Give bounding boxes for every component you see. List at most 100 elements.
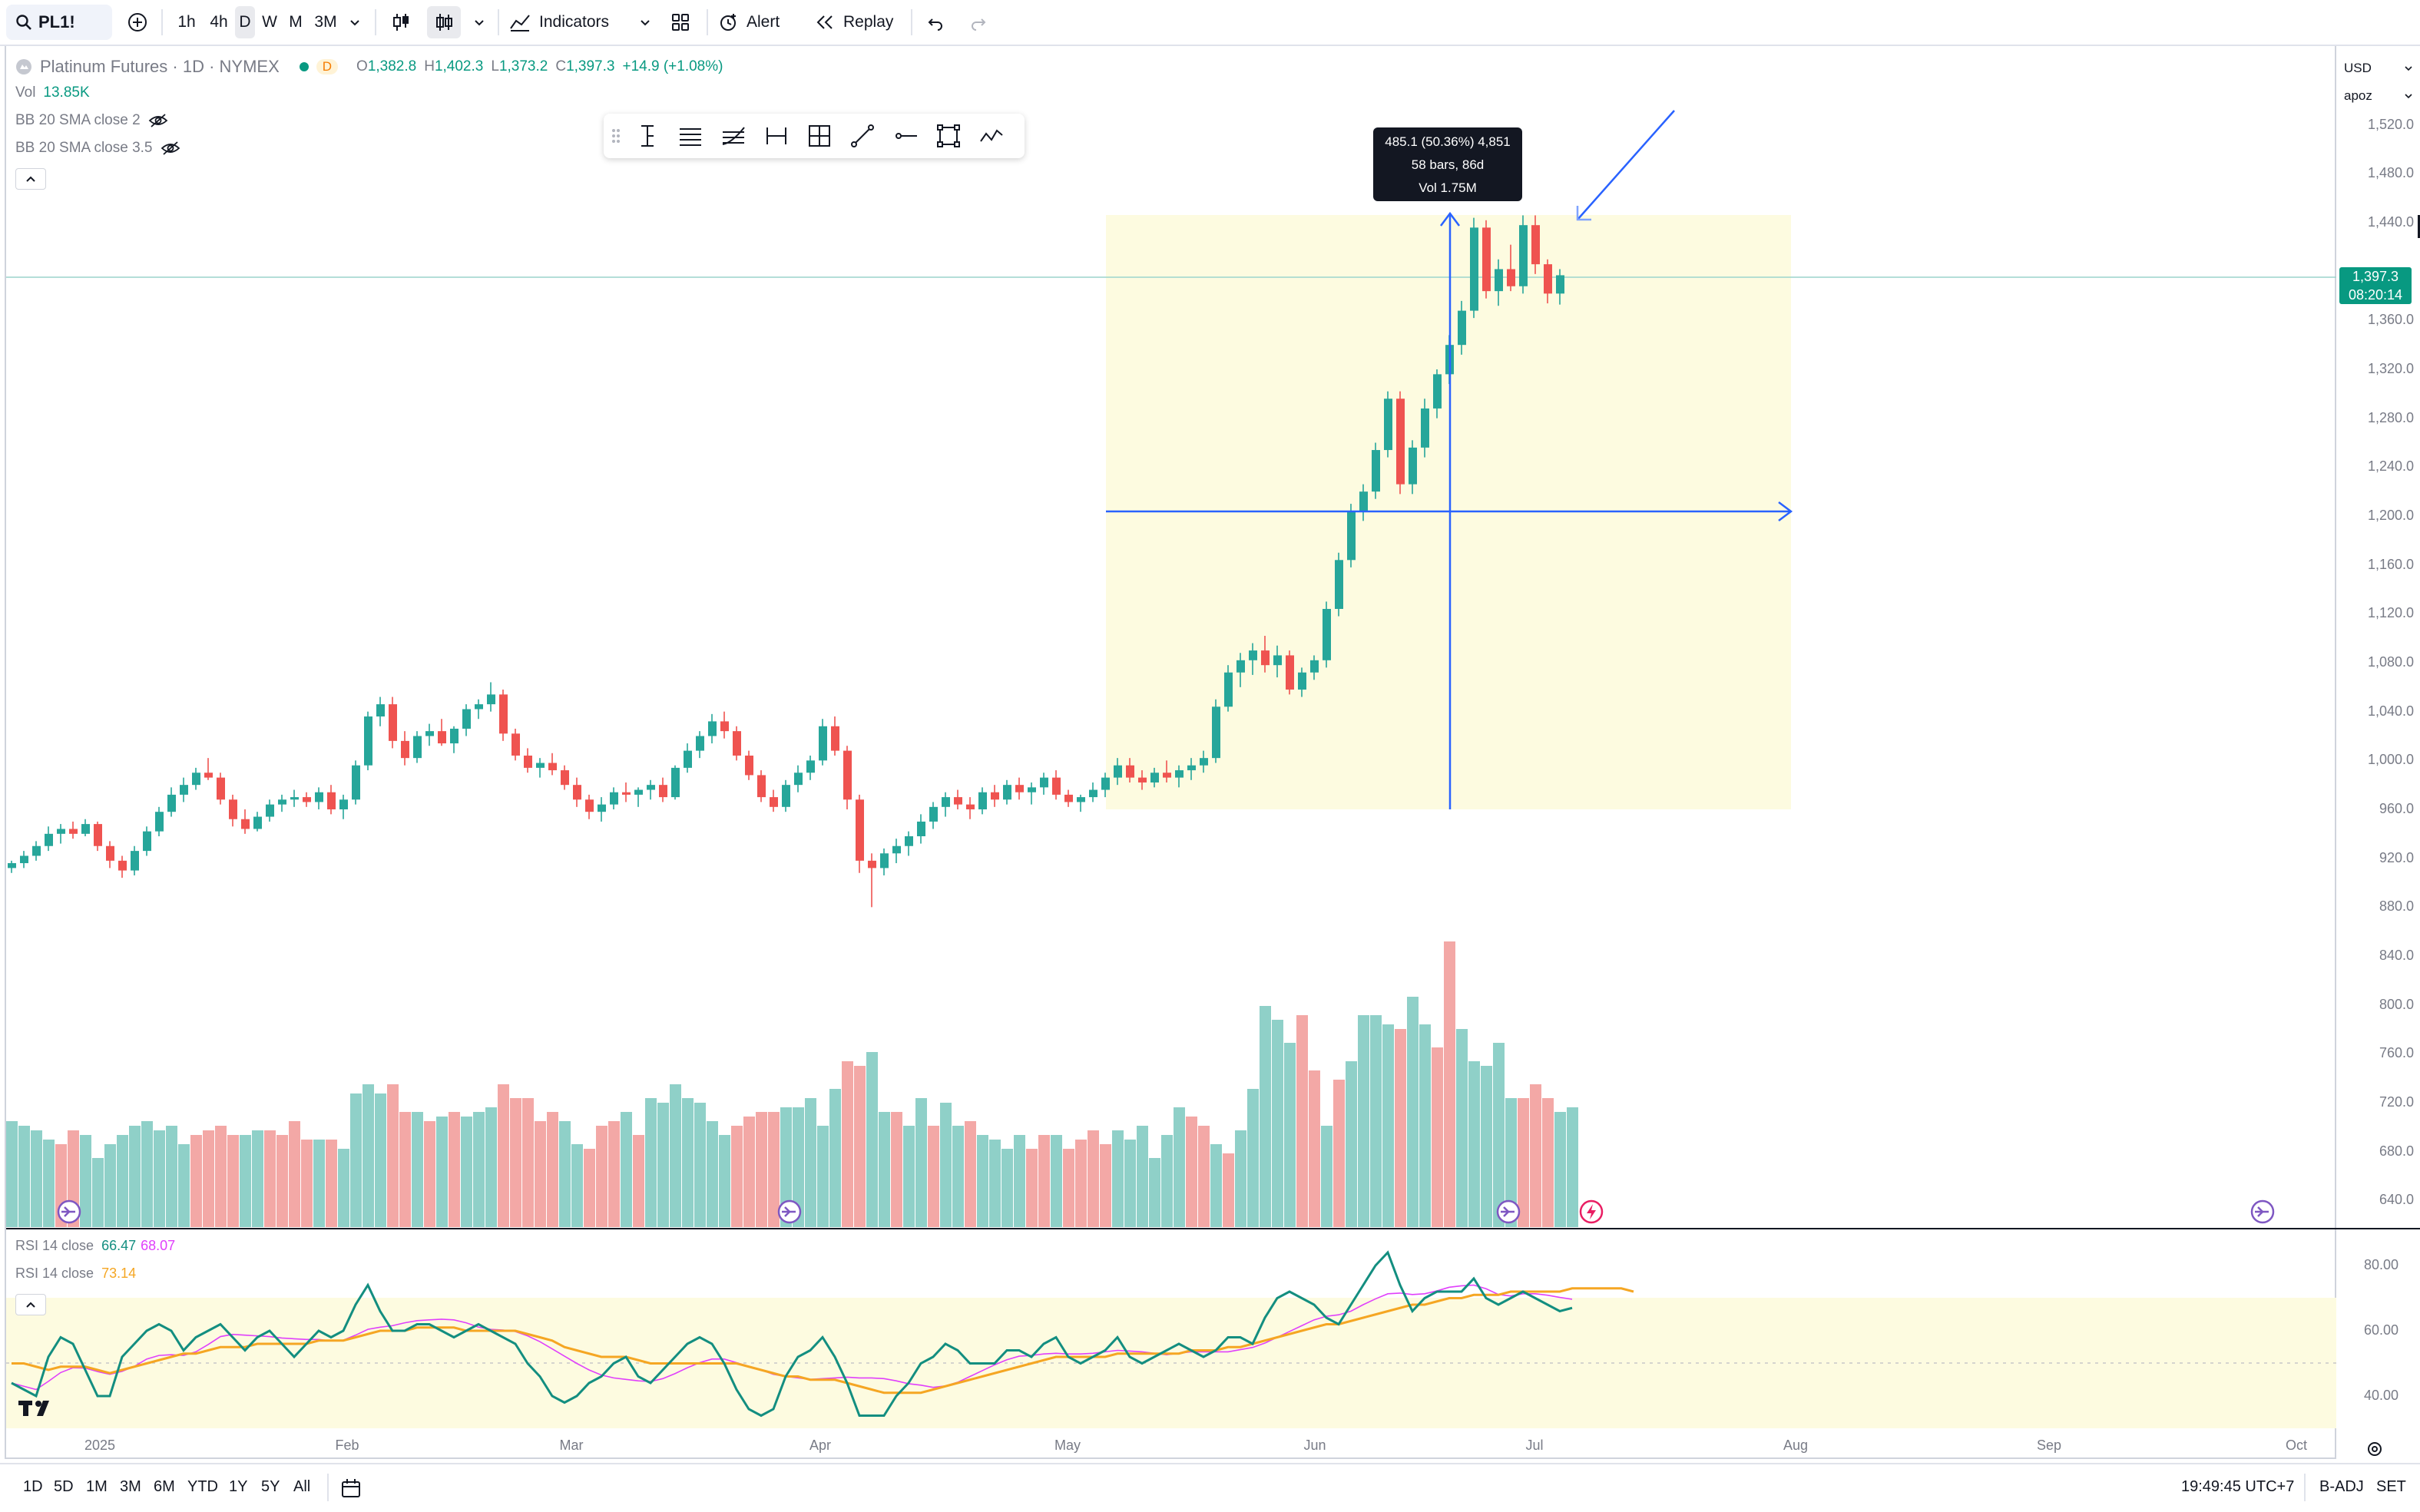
interval-4h[interactable]: 4h: [210, 13, 228, 31]
search-icon: [16, 15, 31, 30]
volume-bar: [584, 1149, 595, 1227]
layouts-button[interactable]: [664, 6, 697, 38]
candle: [622, 782, 631, 802]
axis-settings-button[interactable]: [2365, 1440, 2384, 1462]
volume-bar: [1272, 1020, 1283, 1227]
candle: [303, 792, 311, 807]
chart-type-dropdown[interactable]: [468, 6, 490, 38]
candle: [1052, 770, 1061, 800]
currency-dropdown[interactable]: USD: [2344, 57, 2413, 80]
interval-1h[interactable]: 1h: [177, 13, 196, 31]
volume-bar: [313, 1140, 325, 1227]
clock-timezone[interactable]: 19:49:45 UTC+7: [2181, 1478, 2295, 1495]
range-3m[interactable]: 3M: [120, 1478, 141, 1495]
range-1y[interactable]: 1Y: [229, 1478, 248, 1495]
horizontal-ray-icon[interactable]: [892, 123, 919, 149]
bb2-legend[interactable]: BB 20 SMA close 3.5: [15, 140, 180, 157]
volume-bar: [350, 1093, 362, 1227]
eye-hidden-icon[interactable]: [161, 141, 180, 156]
event-marker-future[interactable]: [2250, 1199, 2275, 1224]
drag-handle-icon[interactable]: [610, 123, 622, 149]
volume-bar: [1468, 1061, 1480, 1227]
event-marker-1[interactable]: [57, 1199, 81, 1224]
arrow-drawing[interactable]: [1577, 110, 1675, 220]
candle: [954, 789, 962, 809]
chart-pane[interactable]: [5, 46, 2336, 1459]
undo-button[interactable]: [920, 6, 951, 38]
candle: [1273, 645, 1282, 678]
range-1d[interactable]: 1D: [23, 1478, 43, 1495]
chevron-up-icon: [26, 176, 35, 182]
volume-bar: [166, 1126, 177, 1227]
chart-type-button[interactable]: [427, 6, 461, 38]
candle: [278, 794, 286, 812]
date-price-range-icon[interactable]: [806, 123, 833, 149]
indicators-button[interactable]: Indicators: [508, 6, 631, 38]
candle: [794, 765, 803, 792]
scroll-indicator[interactable]: [2418, 215, 2420, 238]
unit-dropdown[interactable]: apoz: [2344, 84, 2413, 108]
candle: [942, 792, 950, 817]
interval-d[interactable]: D: [235, 6, 255, 38]
fib-retracement-icon[interactable]: [720, 123, 747, 149]
candle: [1249, 643, 1257, 675]
event-marker-2[interactable]: [777, 1199, 802, 1224]
collapse-rsi-legend-button[interactable]: [15, 1294, 46, 1315]
time-axis[interactable]: 2025 Feb Mar Apr May Jun Jul Aug Sep Oct: [5, 1434, 2336, 1461]
volume-legend[interactable]: Vol 13.85K: [15, 84, 90, 101]
volume-bar: [1124, 1140, 1136, 1227]
time-tick-label: Jun: [1303, 1438, 1326, 1453]
range-1m[interactable]: 1M: [86, 1478, 108, 1495]
time-tick-label: 2025: [84, 1438, 116, 1453]
volume-bar: [1210, 1144, 1222, 1227]
long-position-tool-icon[interactable]: [634, 123, 660, 149]
bar-style-button[interactable]: [384, 6, 418, 38]
adjustment-toggle[interactable]: B-ADJ: [2319, 1478, 2364, 1495]
volume-bar: [498, 1084, 509, 1227]
symbol-title[interactable]: Platinum Futures · 1D · NYMEX: [40, 57, 280, 76]
time-tick-label: Sep: [2036, 1438, 2062, 1453]
session-toggle[interactable]: SET: [2376, 1478, 2406, 1495]
candle: [1470, 217, 1478, 319]
rsi1-legend[interactable]: RSI 14 close 66.47 68.07: [15, 1238, 175, 1254]
volume-bar: [43, 1140, 55, 1227]
interval-w[interactable]: W: [262, 13, 277, 31]
path-tool-icon[interactable]: [978, 123, 1005, 149]
rectangle-tool-icon[interactable]: [935, 123, 962, 149]
tradingview-logo[interactable]: [18, 1401, 49, 1416]
date-range-icon[interactable]: [763, 123, 790, 149]
replay-button[interactable]: Replay: [814, 6, 905, 38]
delayed-badge: D: [316, 59, 339, 74]
candle: [745, 750, 753, 780]
parallel-channel-icon[interactable]: [677, 123, 703, 149]
event-marker-dividend[interactable]: [1579, 1199, 1604, 1224]
candle: [585, 794, 594, 819]
range-5d[interactable]: 5D: [54, 1478, 74, 1495]
symbol-search-button[interactable]: PL1!: [6, 5, 112, 40]
redo-button[interactable]: [963, 6, 994, 38]
eye-hidden-icon[interactable]: [148, 113, 168, 128]
rsi2-legend[interactable]: RSI 14 close 73.14: [15, 1266, 136, 1282]
interval-3m[interactable]: 3M: [314, 13, 337, 31]
indicators-dropdown[interactable]: [634, 6, 656, 38]
candle: [880, 848, 889, 875]
alert-button[interactable]: Alert: [717, 6, 806, 38]
volume-bar: [1493, 1043, 1505, 1227]
range-5y[interactable]: 5Y: [261, 1478, 280, 1495]
price-axis[interactable]: USD apoz 1,520.0 1,480.0 1,440.0 1,360.0 1,3…: [2336, 46, 2420, 1459]
bb1-legend[interactable]: BB 20 SMA close 2: [15, 112, 168, 129]
goto-date-button[interactable]: [339, 1477, 363, 1504]
event-marker-3[interactable]: [1496, 1199, 1521, 1224]
interval-dropdown[interactable]: [344, 6, 366, 38]
range-6m[interactable]: 6M: [154, 1478, 175, 1495]
candle: [8, 860, 16, 873]
range-ytd[interactable]: YTD: [187, 1478, 218, 1495]
trend-line-icon[interactable]: [849, 123, 876, 149]
volume-bar: [178, 1144, 190, 1227]
candle: [1519, 215, 1528, 294]
compare-symbol-button[interactable]: [121, 6, 154, 38]
collapse-legend-button[interactable]: [15, 168, 46, 190]
interval-m[interactable]: M: [289, 13, 303, 31]
range-all[interactable]: All: [293, 1478, 311, 1495]
